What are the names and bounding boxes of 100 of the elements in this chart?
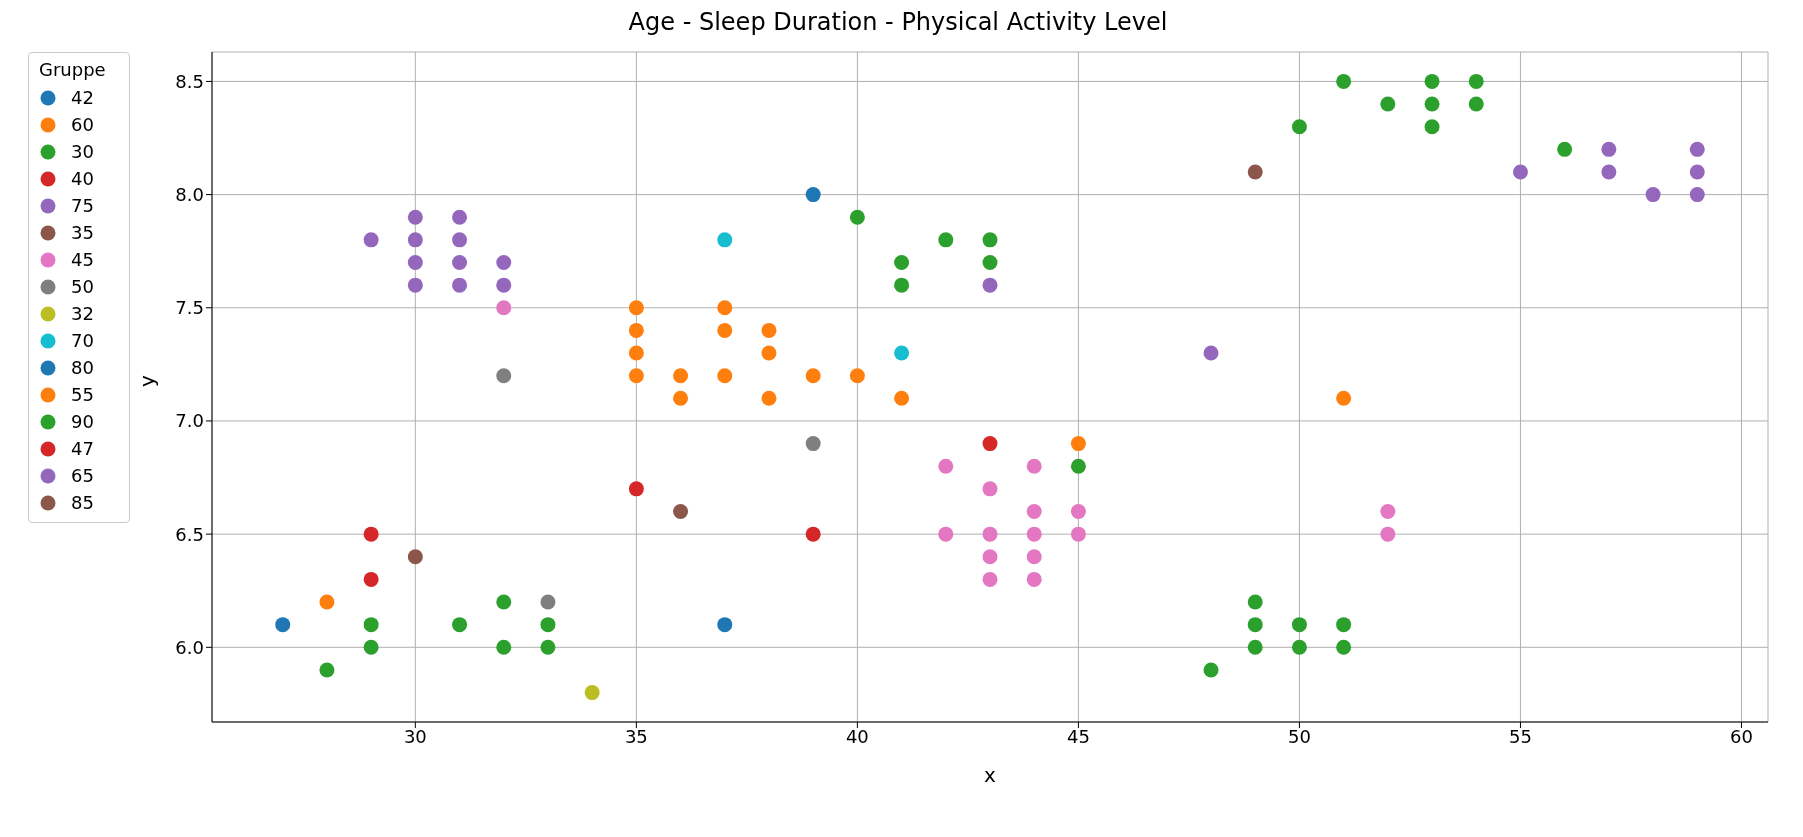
point: [275, 617, 291, 633]
point: [319, 594, 335, 610]
point: [1557, 141, 1573, 157]
point: [982, 277, 998, 293]
point: [628, 322, 644, 338]
y-tick-label: 8.0: [175, 183, 204, 205]
point: [805, 526, 821, 542]
point: [1424, 119, 1440, 135]
x-tick-label: 60: [1730, 725, 1753, 747]
legend-label: 35: [71, 222, 94, 243]
point: [628, 368, 644, 384]
x-tick-label: 50: [1287, 725, 1311, 747]
legend-label: 30: [71, 141, 94, 162]
point: [1247, 617, 1263, 633]
point: [849, 368, 865, 384]
legend-label: 50: [71, 276, 94, 297]
point: [1336, 617, 1352, 633]
point: [1424, 96, 1440, 112]
point: [982, 549, 998, 565]
point: [407, 255, 423, 271]
point: [982, 571, 998, 587]
point: [894, 390, 910, 406]
point: [1380, 526, 1396, 542]
point: [407, 209, 423, 225]
point: [761, 345, 777, 361]
point: [363, 617, 379, 633]
legend-label: 60: [71, 114, 94, 135]
point: [1203, 662, 1219, 678]
point: [1380, 96, 1396, 112]
point: [717, 300, 733, 316]
point: [717, 322, 733, 338]
point: [363, 232, 379, 248]
point: [1689, 141, 1705, 157]
point: [496, 300, 512, 316]
legend-label: 47: [71, 438, 94, 459]
point: [1026, 458, 1042, 474]
point: [363, 639, 379, 655]
point: [938, 232, 954, 248]
point: [1247, 164, 1263, 180]
x-axis-title: x: [984, 763, 997, 787]
x-tick-label: 40: [845, 725, 869, 747]
point: [363, 526, 379, 542]
point: [496, 594, 512, 610]
legend-label: 85: [71, 492, 94, 513]
point: [761, 390, 777, 406]
chart-title: Age - Sleep Duration - Physical Activity Level: [627, 8, 1169, 38]
point: [1336, 390, 1352, 406]
point: [1070, 436, 1086, 452]
point: [1026, 571, 1042, 587]
point: [805, 368, 821, 384]
point: [1070, 458, 1086, 474]
point: [540, 639, 556, 655]
point: [673, 390, 689, 406]
point: [1291, 639, 1307, 655]
point: [407, 232, 423, 248]
point: [805, 187, 821, 203]
point: [452, 255, 468, 271]
point: [1512, 164, 1528, 180]
y-axis-title: y: [135, 375, 160, 387]
point: [496, 255, 512, 271]
legend-label: 45: [71, 249, 94, 270]
point: [1026, 549, 1042, 565]
x-tick-label: 30: [403, 725, 427, 747]
point: [673, 503, 689, 519]
point: [982, 436, 998, 452]
point: [1336, 73, 1352, 89]
x-tick-label: 35: [624, 725, 648, 747]
point: [1291, 119, 1307, 135]
point: [1601, 141, 1617, 157]
point: [894, 277, 910, 293]
y-tick-label: 6.0: [175, 636, 204, 658]
point: [982, 255, 998, 271]
point: [717, 617, 733, 633]
point: [1468, 73, 1484, 89]
point: [1026, 503, 1042, 519]
point: [496, 368, 512, 384]
legend-label: 70: [71, 330, 94, 351]
legend-label: 75: [71, 195, 94, 216]
legend-label: 40: [71, 168, 94, 189]
point: [894, 345, 910, 361]
point: [938, 458, 954, 474]
y-tick-label: 8.5: [175, 70, 204, 92]
point: [1247, 639, 1263, 655]
point: [363, 571, 379, 587]
point: [717, 232, 733, 248]
point: [805, 436, 821, 452]
point: [407, 549, 423, 565]
point: [1070, 503, 1086, 519]
x-tick-label: 55: [1509, 725, 1532, 747]
legend-label: 32: [71, 303, 94, 324]
point: [1247, 594, 1263, 610]
point: [761, 322, 777, 338]
point: [1468, 96, 1484, 112]
legend-label: 65: [71, 465, 94, 486]
point: [496, 277, 512, 293]
legend-label: 55: [71, 384, 94, 405]
point: [673, 368, 689, 384]
point: [1645, 187, 1661, 203]
point: [1689, 187, 1705, 203]
point: [1689, 164, 1705, 180]
